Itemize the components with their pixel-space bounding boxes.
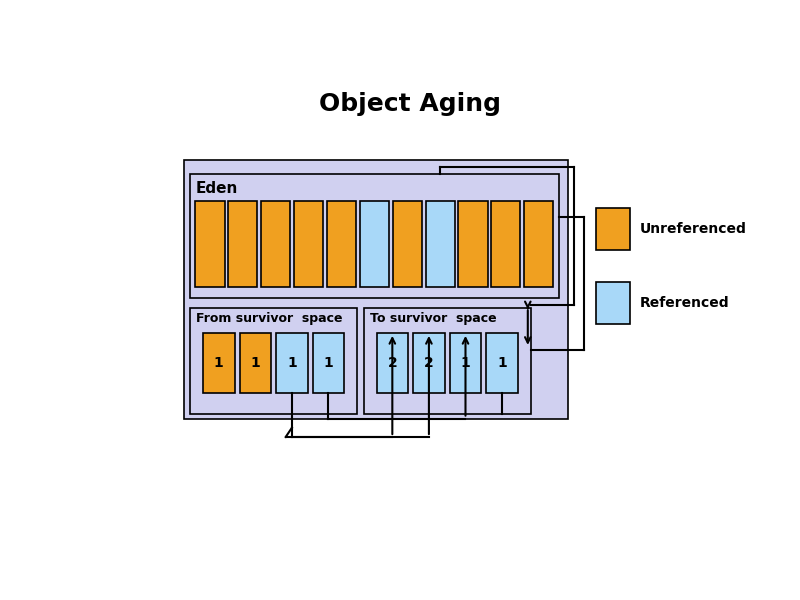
Bar	[596, 282, 630, 324]
Bar	[491, 202, 520, 287]
Bar	[327, 202, 356, 287]
Bar	[190, 173, 558, 298]
Text: 1: 1	[323, 356, 334, 370]
Text: 1: 1	[461, 356, 470, 370]
Bar	[276, 333, 308, 393]
Bar	[393, 202, 422, 287]
Text: 2: 2	[424, 356, 434, 370]
Bar	[228, 202, 258, 287]
Bar	[450, 333, 482, 393]
Bar	[596, 208, 630, 250]
Bar	[262, 202, 290, 287]
Text: Object Aging: Object Aging	[319, 92, 501, 116]
Bar	[313, 333, 344, 393]
Bar	[458, 202, 487, 287]
Text: 1: 1	[287, 356, 297, 370]
Text: To survivor  space: To survivor space	[370, 312, 496, 325]
Bar	[195, 202, 225, 287]
Bar	[360, 202, 389, 287]
Text: 2: 2	[387, 356, 398, 370]
Bar	[377, 333, 408, 393]
Bar	[363, 308, 531, 414]
Text: From survivor  space: From survivor space	[196, 312, 342, 325]
Text: Eden: Eden	[196, 181, 238, 196]
Text: Unreferenced: Unreferenced	[639, 222, 746, 236]
Bar	[294, 202, 323, 287]
Text: 1: 1	[250, 356, 260, 370]
Text: 1: 1	[497, 356, 507, 370]
Bar	[239, 333, 271, 393]
Bar	[524, 202, 554, 287]
Bar	[184, 160, 568, 419]
Bar	[413, 333, 445, 393]
Bar	[190, 308, 358, 414]
Bar	[203, 333, 234, 393]
Text: Referenced: Referenced	[639, 296, 729, 310]
Bar	[426, 202, 454, 287]
Text: 1: 1	[214, 356, 224, 370]
Bar	[486, 333, 518, 393]
